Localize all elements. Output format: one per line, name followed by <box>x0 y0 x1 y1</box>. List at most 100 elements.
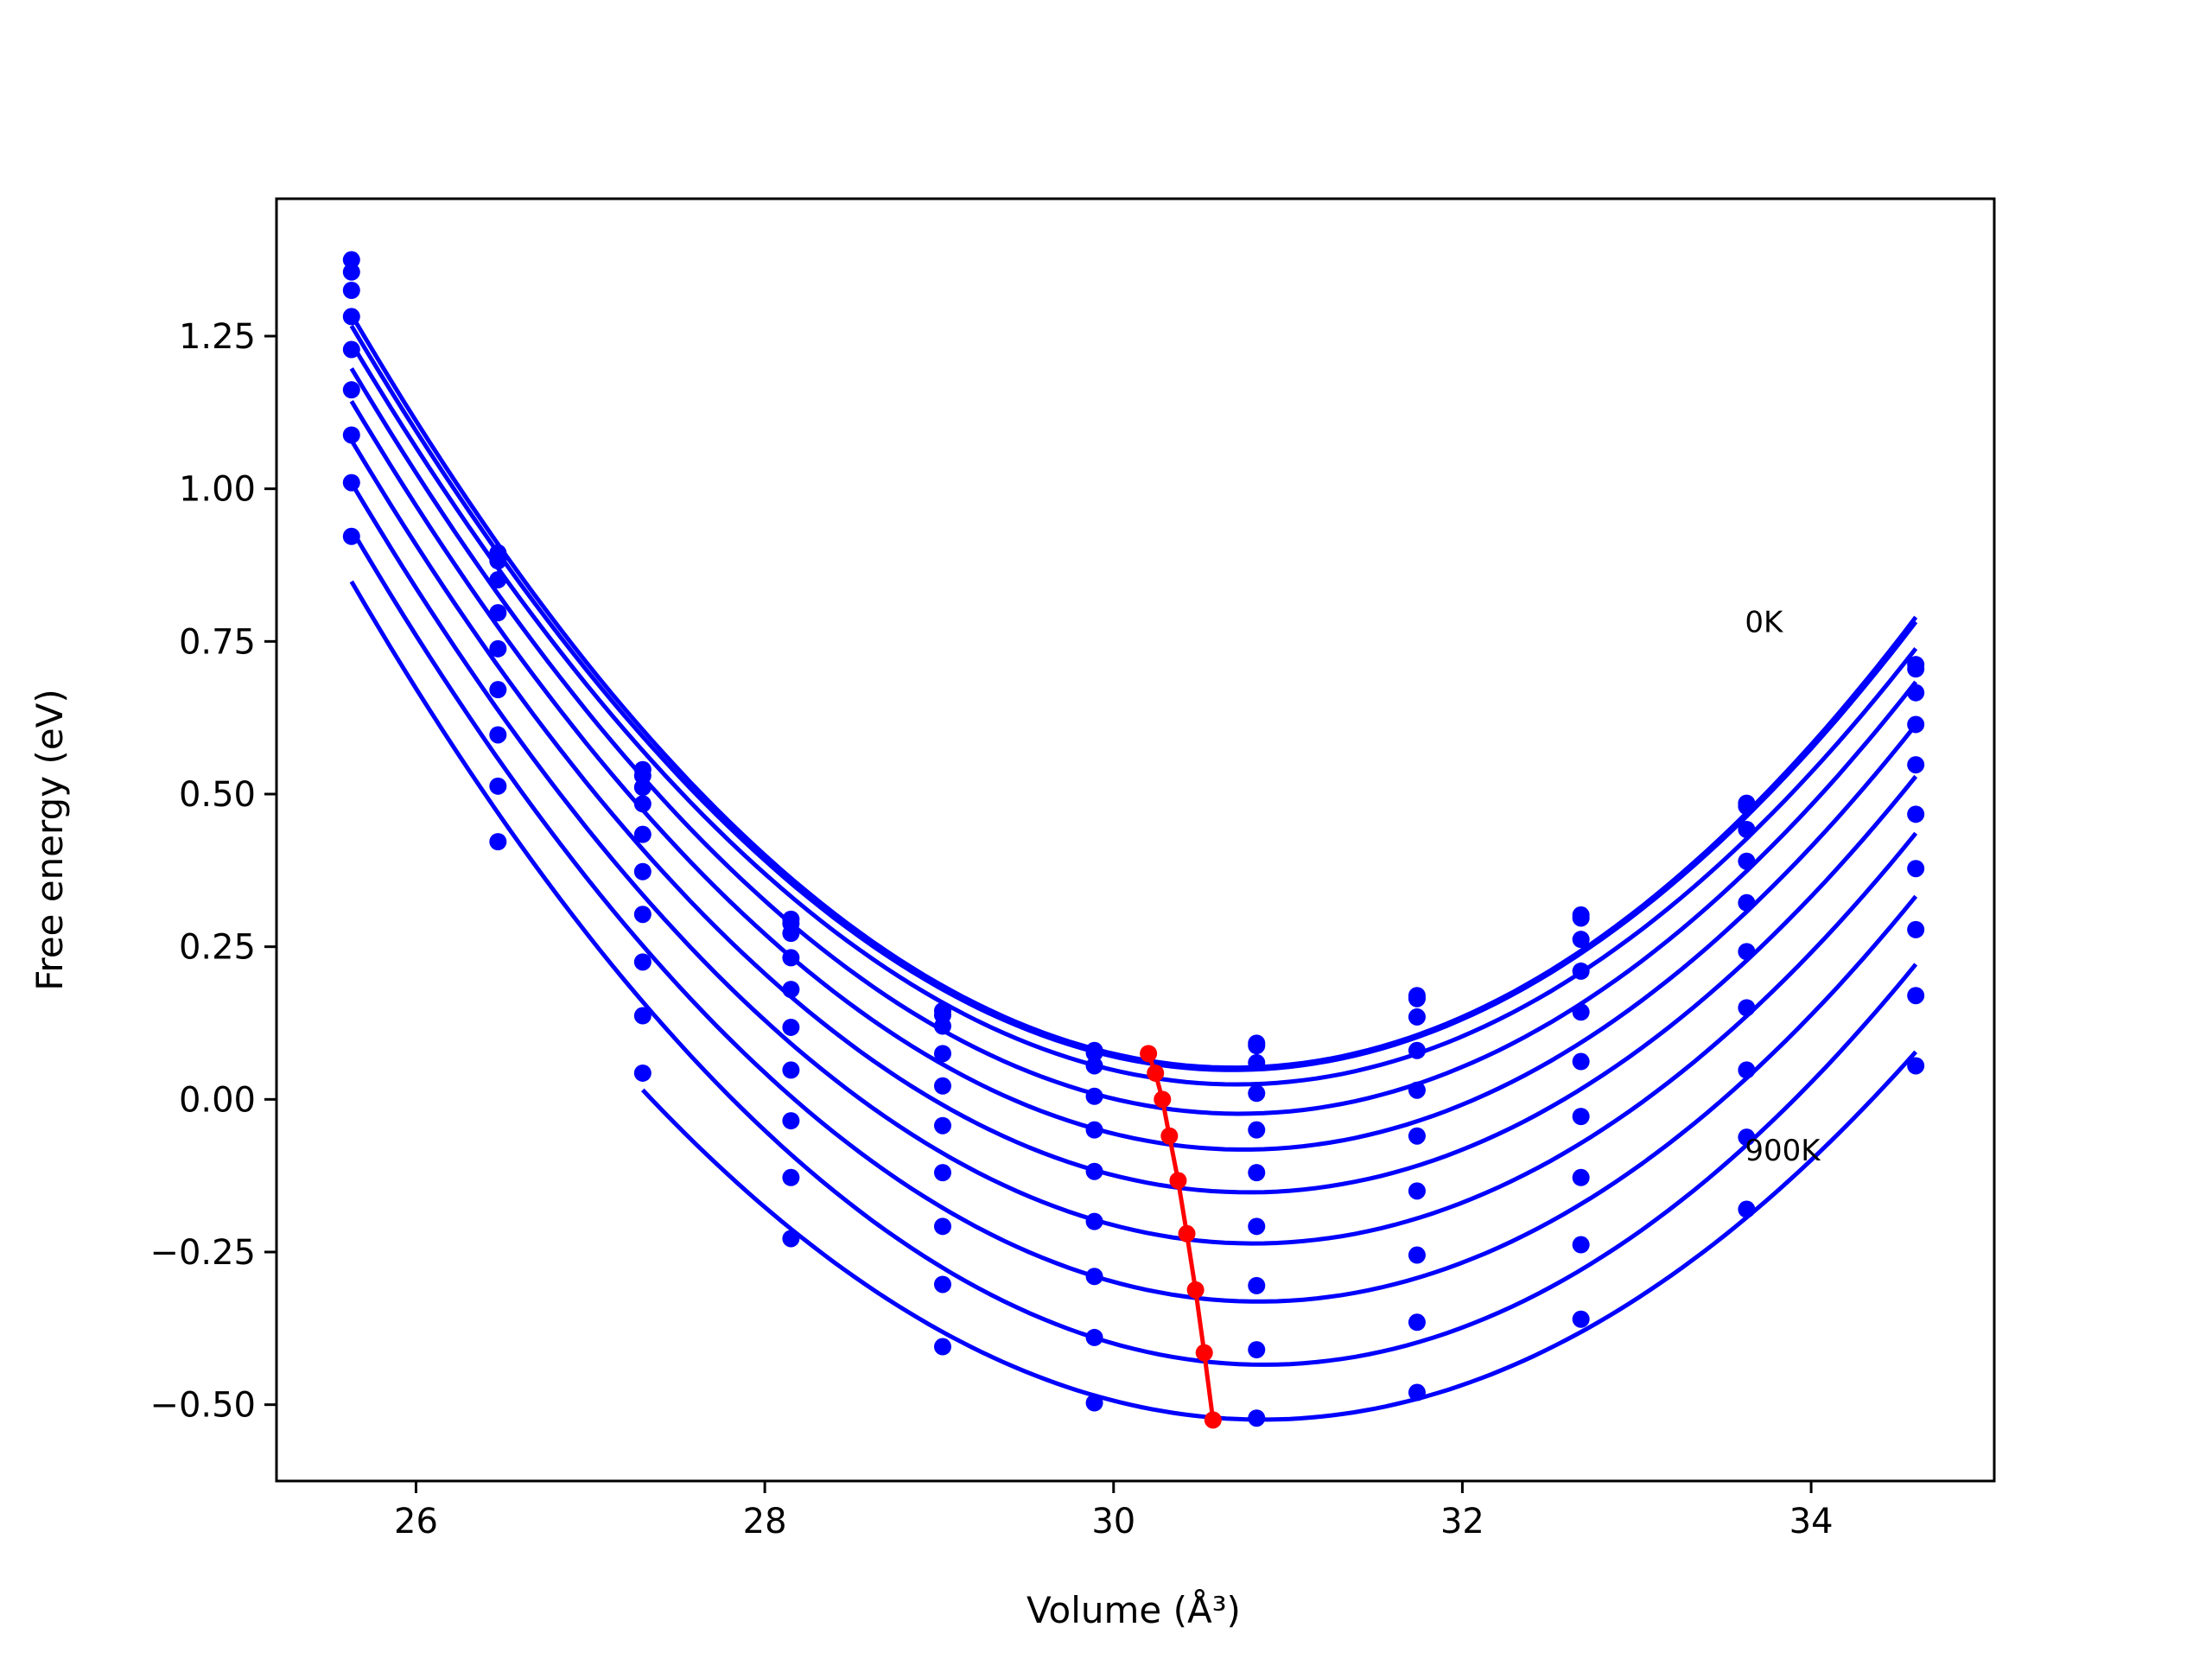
curve-point <box>933 1338 951 1356</box>
curve-point <box>1248 1037 1266 1055</box>
curve-point <box>933 1275 951 1294</box>
curve-point <box>933 1045 951 1063</box>
curve-point <box>1907 1057 1925 1075</box>
curve-point <box>1408 1081 1426 1099</box>
y-tick-label: 0.25 <box>179 928 256 968</box>
curve-point <box>633 906 652 924</box>
curve-point <box>1248 1341 1266 1359</box>
curve-point <box>1907 860 1925 878</box>
y-tick-label: 1.00 <box>179 470 256 510</box>
curve-point <box>633 862 652 880</box>
curve-point <box>1907 660 1925 678</box>
minimum-point <box>1178 1224 1196 1243</box>
curve-point <box>1085 1328 1103 1346</box>
minimum-point <box>1140 1045 1158 1063</box>
curve-point <box>1907 756 1925 774</box>
curve-point <box>1572 1310 1590 1328</box>
y-tick-label: 0.00 <box>179 1080 256 1120</box>
curve-point <box>1248 1121 1266 1139</box>
curve-point <box>342 251 360 269</box>
curve-line-2 <box>349 341 1918 1087</box>
curve-point <box>782 1018 800 1036</box>
curve-point <box>933 1077 951 1095</box>
curve-line-5 <box>349 439 1918 1195</box>
curve-point <box>933 1116 951 1135</box>
curve-point <box>1248 1276 1266 1294</box>
minimum-point <box>1160 1127 1179 1145</box>
curve-point <box>1085 1087 1103 1105</box>
annotation-0k: 0K <box>1745 606 1784 640</box>
curve-point <box>782 1112 800 1130</box>
y-axis-label: Free energy (eV) <box>29 689 71 991</box>
y-tick-label: −0.25 <box>149 1233 256 1273</box>
curve-line-1 <box>349 324 1918 1072</box>
curve-point <box>633 825 652 843</box>
curve-point <box>1085 1268 1103 1286</box>
curve-point <box>342 263 360 281</box>
minimum-point <box>1204 1411 1222 1429</box>
x-tick-label: 28 <box>743 1502 787 1541</box>
curve-line-4 <box>349 400 1918 1152</box>
curve-point <box>342 381 360 399</box>
curve-point <box>1248 1164 1266 1182</box>
curve-point <box>1738 943 1756 961</box>
curve-point <box>1572 1052 1590 1071</box>
x-axis-label: Volume (Å³) <box>1027 1588 1241 1631</box>
curve-point <box>1248 1084 1266 1103</box>
curve-point <box>1408 1182 1426 1200</box>
curves-layer <box>342 251 1925 1427</box>
curve-point <box>1408 1313 1426 1332</box>
curve-point <box>1408 1246 1426 1264</box>
curve-point <box>933 1217 951 1236</box>
curve-line-7 <box>349 528 1918 1304</box>
curve-point <box>489 570 507 588</box>
curve-point <box>1907 805 1925 823</box>
curve-point <box>1408 989 1426 1007</box>
curve-point <box>489 726 507 744</box>
curve-point <box>1085 1057 1103 1075</box>
minimum-point <box>1147 1064 1165 1082</box>
x-tick-label: 30 <box>1091 1502 1135 1541</box>
curve-point <box>1572 931 1590 949</box>
curve-point <box>633 1007 652 1025</box>
curve-point <box>1085 1212 1103 1230</box>
x-tick-label: 32 <box>1440 1502 1484 1541</box>
curve-point <box>1085 1394 1103 1412</box>
curve-point <box>489 833 507 851</box>
curve-point <box>1572 1108 1590 1126</box>
curve-point <box>489 777 507 795</box>
curve-line-3 <box>349 367 1918 1116</box>
curve-point <box>342 308 360 326</box>
curve-point <box>1085 1162 1103 1180</box>
curve-point <box>489 681 507 699</box>
minimum-point <box>1195 1344 1213 1362</box>
curve-point <box>1408 1007 1426 1026</box>
curve-point <box>489 639 507 658</box>
curve-line-6 <box>349 481 1918 1246</box>
curve-point <box>1907 987 1925 1005</box>
curve-point <box>1738 852 1756 870</box>
curve-point <box>1408 1127 1426 1145</box>
curve-point <box>1738 1128 1756 1147</box>
curve-line-8 <box>349 580 1918 1367</box>
curve-point <box>342 340 360 359</box>
curve-point <box>782 1061 800 1079</box>
curve-point <box>1738 999 1756 1017</box>
curve-point <box>782 1168 800 1186</box>
curve-line-9 <box>640 1050 1918 1422</box>
minimum-point <box>1154 1090 1172 1109</box>
curve-point <box>1085 1044 1103 1062</box>
curve-point <box>1907 920 1925 938</box>
y-tick-label: −0.50 <box>149 1386 256 1426</box>
curve-point <box>342 527 360 545</box>
y-tick-label: 0.75 <box>179 622 256 662</box>
curve-point <box>1572 962 1590 980</box>
minimum-point <box>1169 1172 1187 1190</box>
curve-point <box>342 474 360 492</box>
curve-point <box>342 426 360 444</box>
curve-point <box>633 953 652 971</box>
curve-point <box>1572 1168 1590 1186</box>
curve-point <box>342 282 360 299</box>
curve-point <box>1738 893 1756 912</box>
curve-point <box>1738 798 1756 816</box>
